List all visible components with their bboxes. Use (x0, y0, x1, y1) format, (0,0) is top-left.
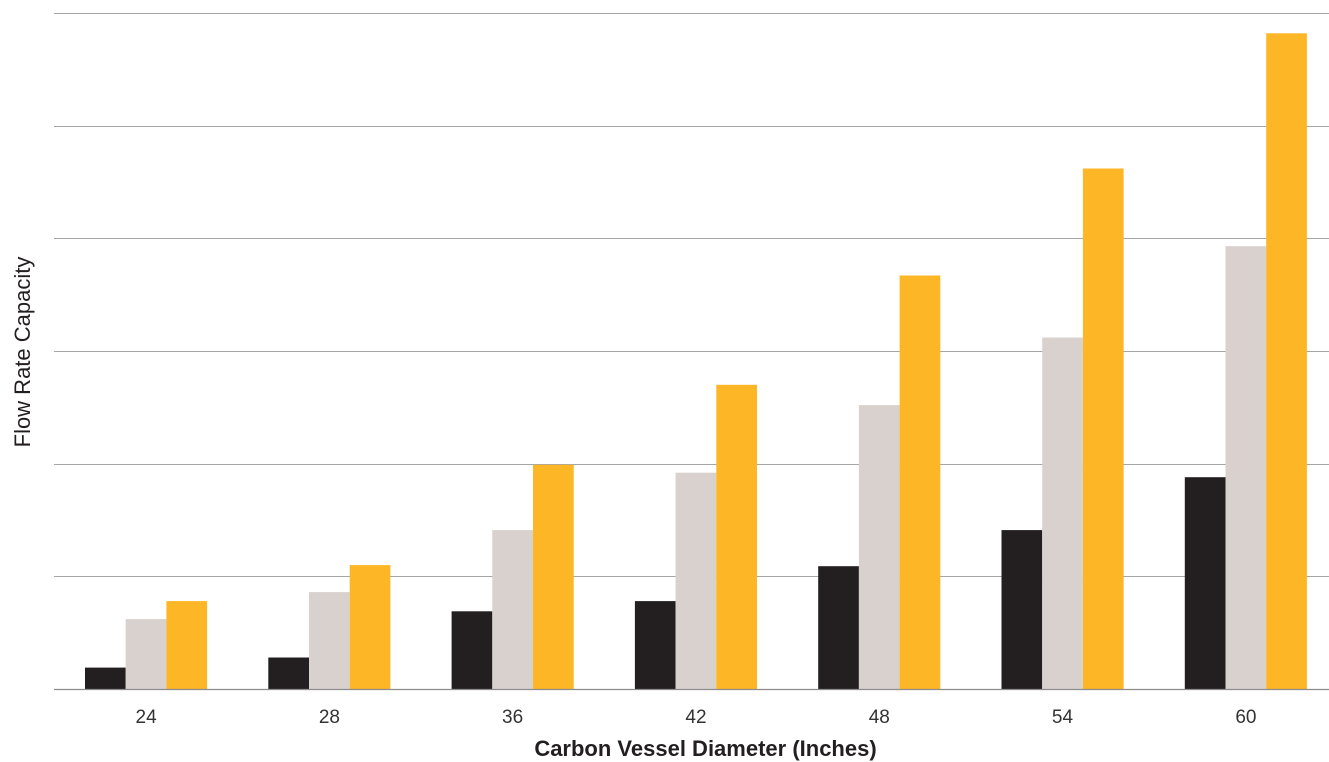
bar-group-48 (818, 275, 941, 689)
bar-60-series-2 (1225, 246, 1267, 689)
bar-group-24 (85, 601, 208, 689)
bar-42-series-3 (716, 384, 757, 689)
bar-group-60 (1184, 33, 1307, 690)
x-tick-label-42: 42 (685, 707, 706, 728)
bar-24-series-3 (166, 601, 208, 689)
bar-54-series-3 (1082, 168, 1124, 689)
x-tick-label-54: 54 (1052, 707, 1074, 728)
bar-24-series-2 (125, 619, 167, 689)
bar-48-series-2 (858, 405, 900, 689)
y-axis-title: Flow Rate Capacity (10, 257, 35, 448)
bar-group-42 (634, 384, 757, 689)
x-axis-title: Carbon Vessel Diameter (Inches) (534, 736, 876, 761)
bar-54-series-1 (1001, 530, 1043, 689)
x-tick-label-28: 28 (319, 707, 340, 728)
bar-48-series-3 (899, 275, 941, 689)
x-tick-label-36: 36 (502, 707, 523, 728)
bar-60-series-1 (1184, 477, 1226, 689)
x-tick-label-24: 24 (136, 707, 158, 728)
bar-36-series-1 (451, 611, 493, 689)
bars (85, 33, 1307, 690)
bar-48-series-1 (818, 566, 859, 689)
bar-28-series-2 (309, 592, 350, 689)
x-tick-label-48: 48 (869, 707, 890, 728)
bar-42-series-1 (634, 601, 676, 689)
bar-42-series-2 (675, 472, 717, 689)
x-tick-labels: 24 28 36 42 48 54 60 (136, 707, 1257, 728)
bar-24-series-1 (85, 667, 126, 689)
x-tick-label-60: 60 (1235, 707, 1256, 728)
bar-group-54 (1001, 168, 1124, 689)
bar-36-series-2 (492, 530, 533, 689)
bar-group-28 (268, 565, 391, 689)
bar-60-series-3 (1266, 33, 1307, 690)
bar-group-36 (451, 464, 574, 689)
bar-54-series-2 (1042, 337, 1083, 689)
bar-36-series-3 (533, 464, 574, 689)
bar-28-series-3 (349, 565, 391, 689)
bar-28-series-1 (268, 657, 309, 689)
